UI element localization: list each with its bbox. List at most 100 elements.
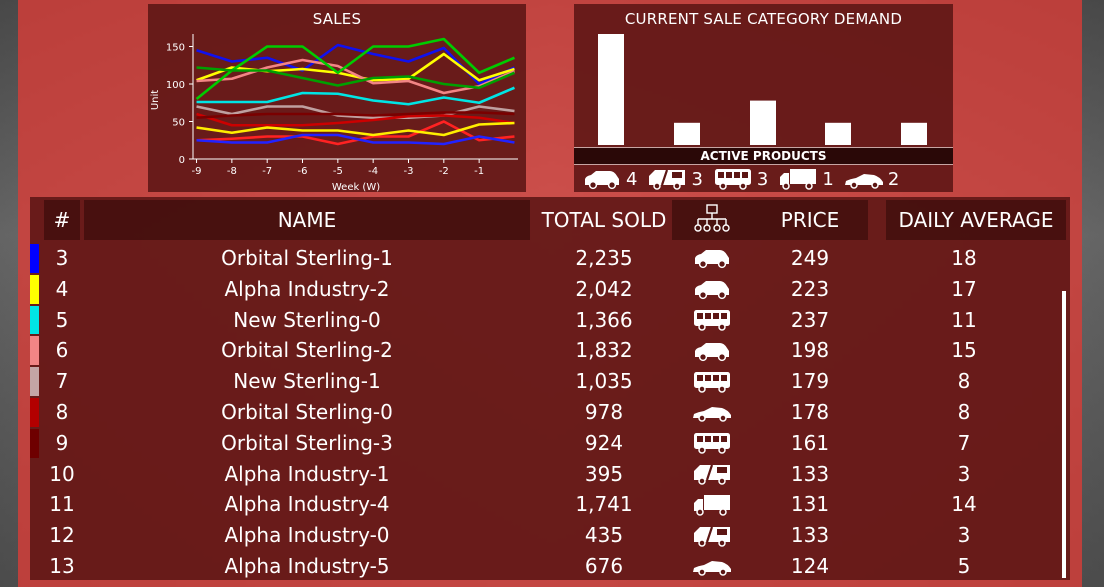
sales-y-tick-label: 150: [166, 43, 185, 54]
hatchback-icon: [695, 250, 729, 269]
row-total-sold: 1,832: [575, 338, 633, 363]
row-name: Alpha Industry-0: [224, 523, 390, 548]
hatchback-icon: [695, 281, 729, 300]
table-row[interactable]: 9 Orbital Sterling-3 924 161 7: [30, 428, 1060, 459]
bus-icon: [714, 169, 751, 190]
table-row[interactable]: 10 Alpha Industry-1 395 133 3: [30, 459, 1060, 490]
header-price[interactable]: PRICE: [752, 200, 868, 240]
van-icon: [649, 169, 686, 190]
sports-car-icon: [693, 407, 731, 423]
row-daily-average: 11: [951, 307, 977, 332]
table-row[interactable]: 5 New Sterling-0 1,366 237 11: [30, 305, 1060, 336]
row-daily-average: 14: [951, 492, 977, 517]
row-total-sold: 435: [584, 523, 624, 548]
table-row[interactable]: 12 Alpha Industry-0 435 133 3: [30, 520, 1060, 551]
active-product-sports-car: 2: [844, 167, 899, 191]
row-name: New Sterling-0: [233, 307, 381, 332]
row-name: Alpha Industry-1: [224, 461, 390, 486]
active-product-hatchback: 4: [582, 167, 637, 191]
table-header: # NAME TOTAL SOLD PRICE DAILY AVERAGE: [30, 197, 1070, 243]
truck-icon: [780, 169, 817, 190]
sports-car-icon: [844, 174, 883, 189]
row-rank: 10: [49, 461, 75, 486]
row-category: [672, 551, 752, 582]
sales-x-tick-label: -2: [439, 166, 449, 177]
sales-x-tick-label: -7: [262, 166, 272, 177]
row-name: Orbital Sterling-1: [221, 246, 393, 270]
sales-series-line-7: [195, 37, 515, 101]
row-name: Alpha Industry-5: [224, 554, 390, 578]
row-rank: 5: [55, 307, 69, 332]
row-total-sold: 1,366: [575, 307, 633, 332]
row-category: [672, 274, 752, 305]
active-product-count: 3: [756, 168, 769, 190]
active-product-count: 1: [822, 168, 834, 190]
row-price: 223: [790, 276, 830, 301]
sales-x-tick-label: -1: [474, 166, 484, 177]
table-scrollbar[interactable]: [1062, 291, 1066, 578]
table-row[interactable]: 13 Alpha Industry-5 676 124 5: [30, 551, 1060, 582]
row-total-sold: 924: [584, 430, 624, 455]
row-category: [672, 335, 752, 366]
row-rank: 11: [49, 492, 75, 517]
hatchback-icon: [695, 342, 729, 361]
sales-series-line-1: [196, 52, 515, 82]
sales-x-tick-label: -5: [333, 166, 343, 177]
table-row[interactable]: 11 Alpha Industry-4 1,741 131 14: [30, 489, 1060, 520]
sales-x-tick-label: -6: [298, 166, 308, 177]
table-row[interactable]: 7 New Sterling-1 1,035 179 8: [30, 366, 1060, 397]
active-product-count: 3: [691, 168, 703, 190]
row-total-sold: 1,035: [575, 369, 633, 394]
row-name: Orbital Sterling-2: [221, 338, 393, 363]
sports-car-icon: [693, 561, 731, 577]
series-color-swatch: [30, 398, 39, 427]
table-row[interactable]: 3 Orbital Sterling-1 2,235 249 18: [30, 243, 1060, 274]
sales-series-line-11: [196, 133, 515, 146]
row-rank: 7: [55, 369, 69, 394]
van-icon: [694, 464, 730, 485]
row-price: 237: [790, 307, 830, 332]
row-total-sold: 676: [584, 554, 624, 578]
sales-x-axis-label: Week (W): [332, 182, 380, 192]
active-products-list: 4 3 3 1 2: [582, 166, 952, 192]
row-name: Alpha Industry-2: [224, 276, 390, 301]
header-daily-average[interactable]: DAILY AVERAGE: [886, 200, 1066, 240]
header-category[interactable]: [672, 200, 752, 240]
active-product-van: 3: [647, 167, 703, 191]
header-name[interactable]: NAME: [84, 200, 530, 240]
row-total-sold: 395: [584, 461, 624, 486]
row-price: 198: [790, 338, 830, 363]
row-price: 178: [790, 400, 830, 424]
bus-icon: [694, 371, 730, 393]
row-daily-average: 3: [957, 523, 971, 548]
table-row[interactable]: 4 Alpha Industry-2 2,042 223 17: [30, 274, 1060, 305]
table-row[interactable]: 6 Orbital Sterling-2 1,832 198 15: [30, 335, 1060, 366]
row-price: 131: [790, 492, 830, 517]
header-rank[interactable]: #: [44, 200, 80, 240]
row-daily-average: 17: [951, 276, 977, 301]
row-total-sold: 978: [584, 400, 624, 424]
row-name: Orbital Sterling-3: [221, 430, 393, 455]
row-total-sold: 2,042: [575, 276, 633, 301]
active-product-count: 2: [887, 168, 900, 190]
series-color-swatch: [30, 336, 39, 366]
sales-series-line-6: [196, 111, 515, 120]
row-category: [672, 305, 752, 336]
row-category: [672, 243, 752, 274]
sales-y-tick-label: 100: [166, 80, 185, 91]
row-category: [672, 428, 752, 459]
row-daily-average: 15: [951, 338, 977, 363]
sales-chart-panel: SALES Unit Week (W) 0 50 100 150 -9 -8 -7 -6 -5 -…: [148, 4, 526, 192]
row-price: 133: [790, 523, 830, 548]
table-row[interactable]: 8 Orbital Sterling-0 978 178 8: [30, 397, 1060, 428]
active-product-truck: 1: [778, 167, 834, 191]
active-product-count: 4: [626, 168, 638, 190]
truck-icon: [694, 494, 730, 516]
row-daily-average: 3: [957, 461, 971, 486]
row-daily-average: 8: [957, 369, 971, 394]
row-name: Orbital Sterling-0: [221, 400, 393, 424]
header-total-sold[interactable]: TOTAL SOLD: [541, 208, 667, 232]
active-products-label: ACTIVE PRODUCTS: [574, 147, 953, 165]
row-rank: 13: [49, 554, 75, 578]
demand-bar-chart: [598, 34, 927, 145]
